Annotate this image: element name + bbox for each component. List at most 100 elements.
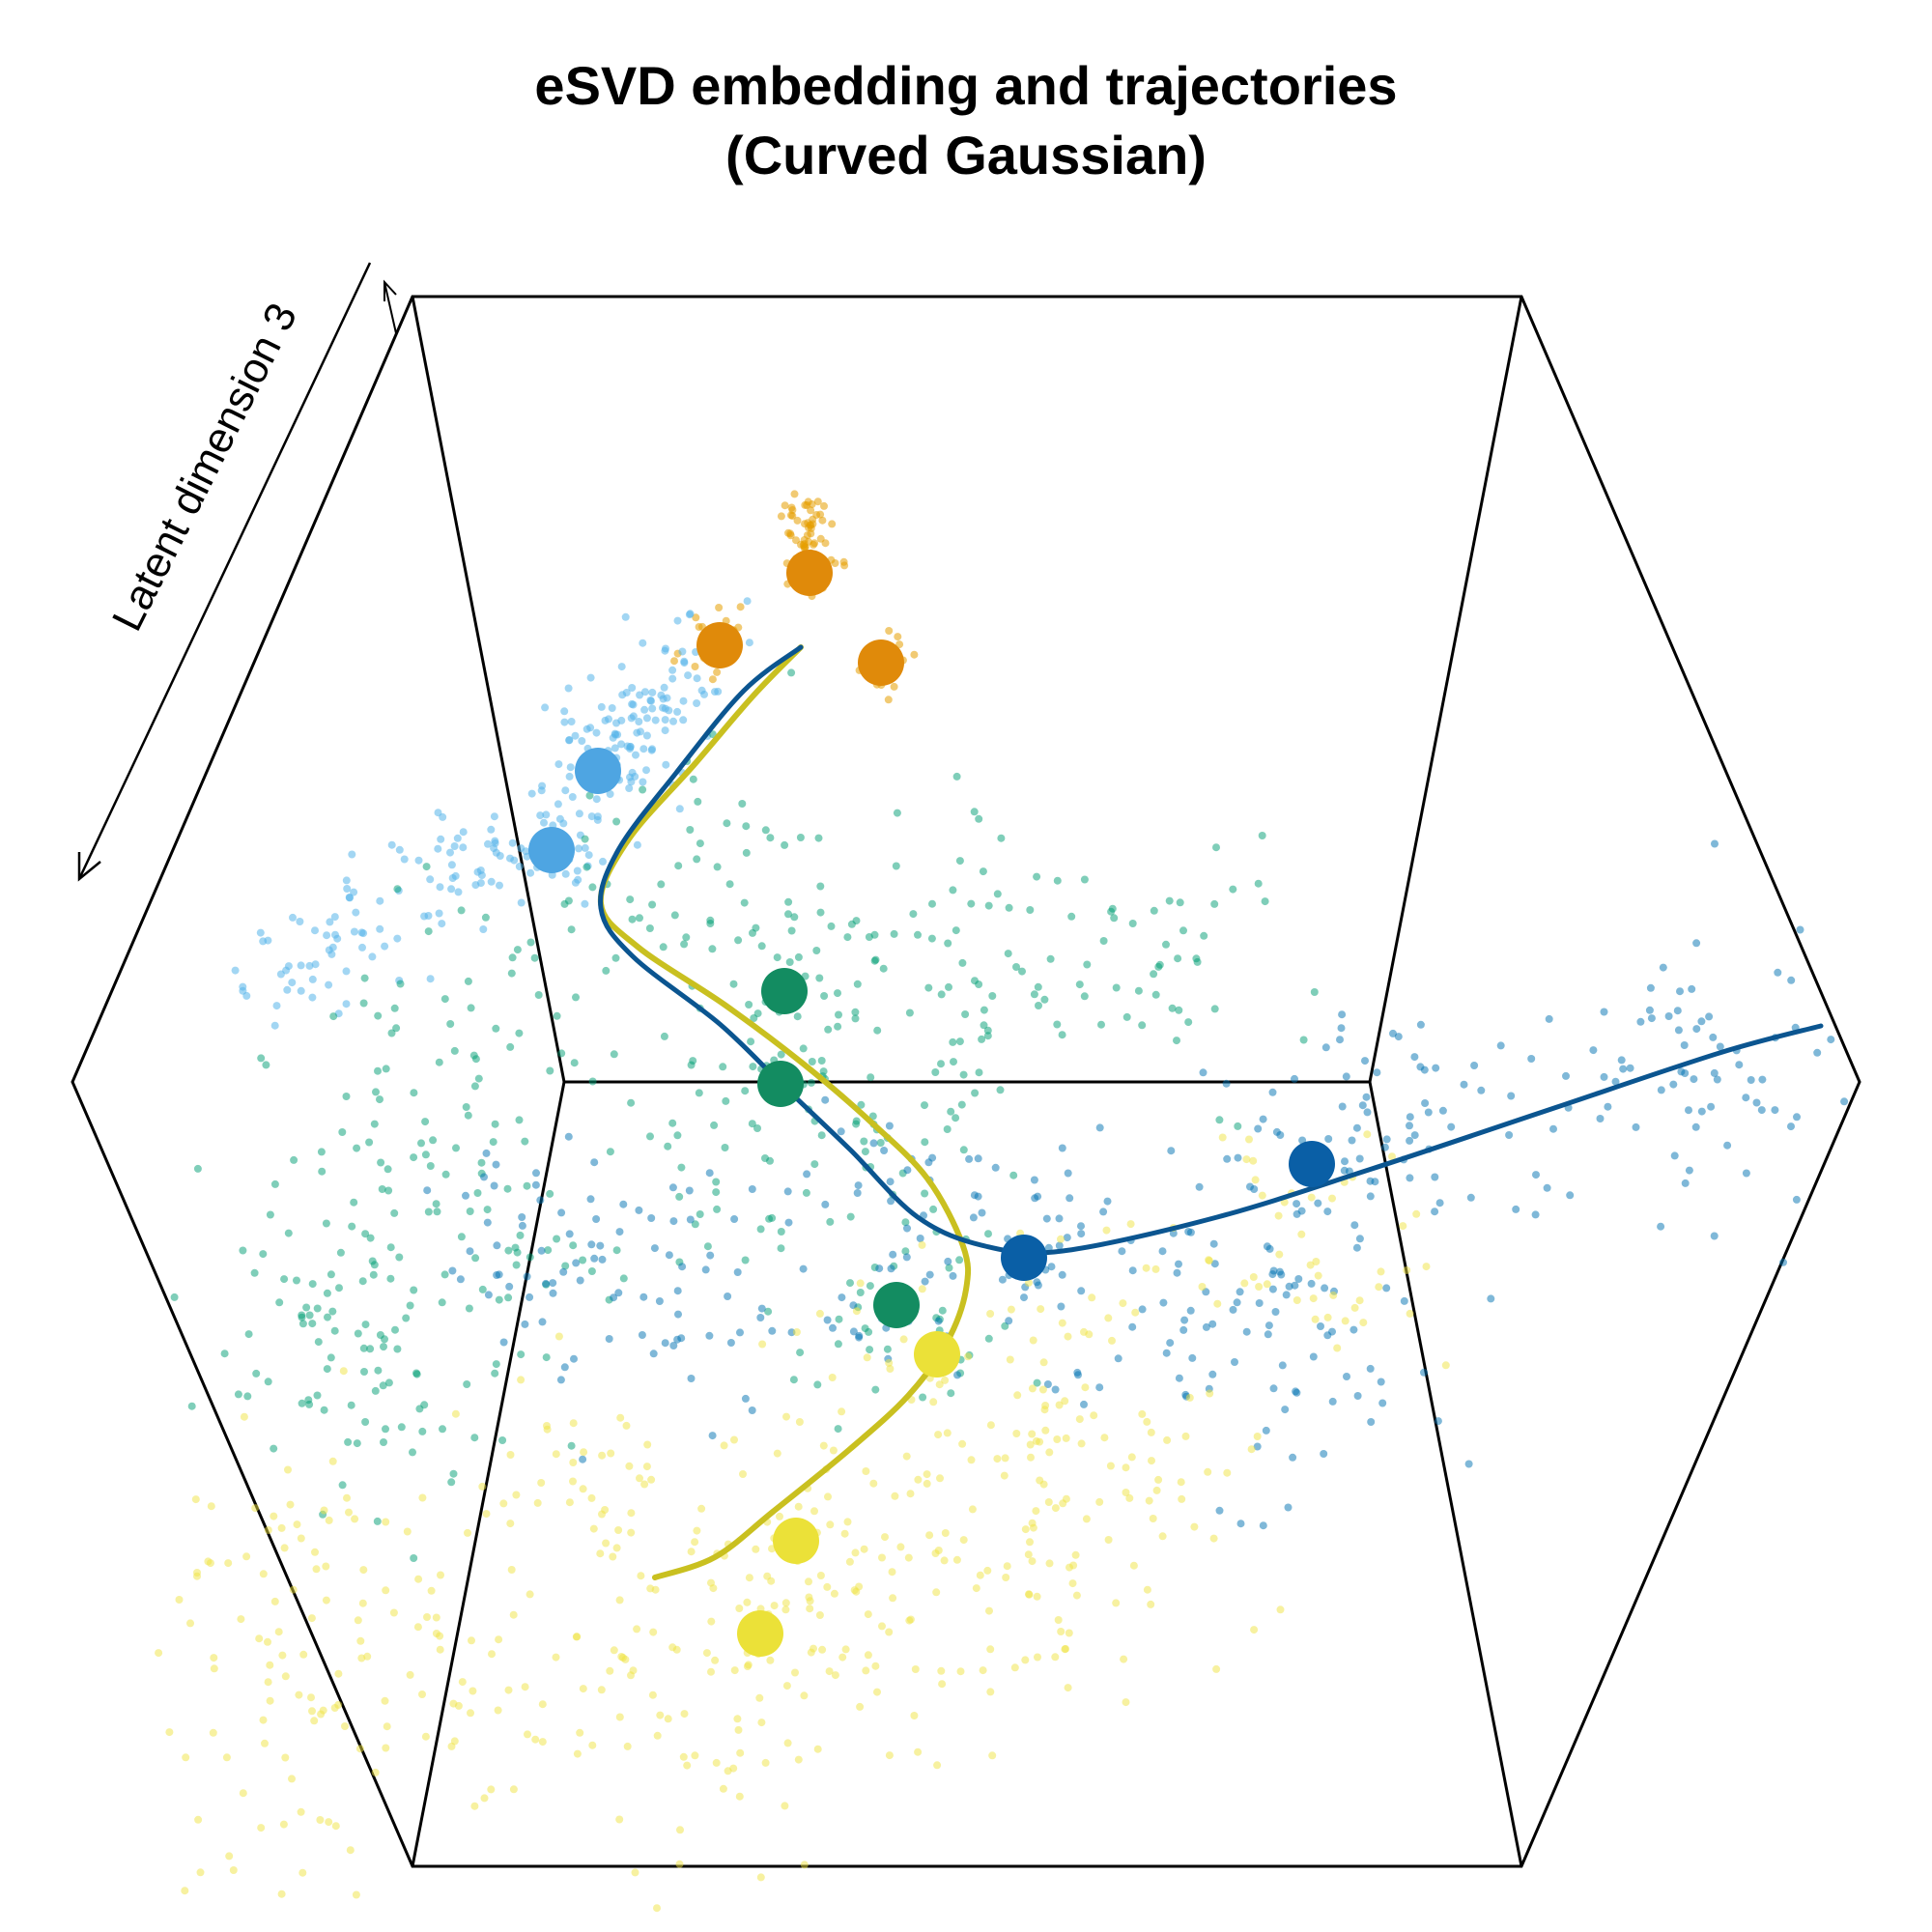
cell-point: [846, 1279, 854, 1288]
cell-point: [1670, 1151, 1679, 1160]
cell-point: [691, 1751, 699, 1760]
cell-point: [1162, 1349, 1171, 1357]
cell-point: [712, 1758, 721, 1767]
cell-point: [687, 1375, 696, 1382]
cell-point: [820, 501, 828, 510]
cell-point: [707, 1617, 716, 1626]
cell-point: [612, 1246, 621, 1255]
cell-point: [561, 786, 570, 795]
cell-point: [855, 1333, 864, 1342]
cell-point: [659, 943, 668, 952]
cell-point: [828, 520, 837, 528]
cell-point: [1545, 1014, 1553, 1023]
cell-point: [1075, 1415, 1084, 1424]
cell-point: [1100, 1434, 1109, 1442]
cell-point: [1020, 1293, 1028, 1302]
cell-point: [344, 1437, 353, 1446]
cell-point: [619, 1274, 628, 1283]
cell-point: [889, 1250, 897, 1259]
cell-point: [1012, 963, 1020, 971]
cell-point: [693, 1526, 701, 1535]
cell-point: [1102, 1226, 1111, 1235]
cell-point: [508, 953, 517, 962]
cell-point: [506, 1520, 515, 1528]
cell-point: [689, 775, 697, 783]
cell-point: [643, 1440, 652, 1449]
cell-point: [540, 818, 548, 827]
cell-point: [885, 627, 894, 635]
cell-point: [1193, 957, 1202, 966]
cell-point: [566, 763, 575, 772]
cell-point: [209, 1728, 217, 1737]
cell-point: [1128, 920, 1137, 927]
cell-point: [852, 1587, 861, 1596]
cell-point: [1293, 1296, 1301, 1304]
cell-point: [573, 1633, 582, 1641]
cell-point: [576, 1728, 584, 1737]
cell-point: [1275, 1267, 1284, 1276]
cell-point: [1134, 986, 1143, 995]
cell-point: [1353, 1392, 1362, 1400]
cell-point: [840, 1529, 849, 1538]
cell-point: [360, 974, 369, 982]
cell-point: [729, 980, 738, 988]
cell-point: [799, 1264, 808, 1273]
cell-point: [569, 1459, 578, 1466]
cell-point: [342, 876, 351, 885]
cell-point: [479, 925, 488, 933]
cell-point: [605, 715, 612, 724]
cell-point: [598, 1255, 607, 1264]
cell-point: [950, 1058, 957, 1066]
cell-point: [748, 1406, 756, 1414]
cell-point: [256, 928, 265, 937]
cell-point: [938, 1680, 947, 1689]
cell-point: [1075, 980, 1084, 989]
cell-point: [581, 843, 589, 852]
cell-point: [549, 1279, 557, 1288]
cell-point: [1291, 1074, 1298, 1083]
cell-point: [651, 716, 660, 724]
cell-point: [1600, 1072, 1608, 1081]
cell-point: [885, 1358, 894, 1367]
cell-point: [1366, 1364, 1375, 1373]
cell-point: [1306, 1261, 1315, 1269]
cell-point: [1021, 1656, 1030, 1664]
cell-point: [371, 1768, 380, 1776]
cell-point: [494, 1706, 502, 1715]
cell-point: [741, 1394, 750, 1403]
cell-point: [410, 1554, 418, 1562]
cell-point: [312, 1565, 321, 1574]
cell-point: [925, 1270, 934, 1279]
cell-point: [560, 899, 569, 908]
cell-point: [923, 1479, 931, 1488]
cell-point: [670, 911, 679, 920]
cell-point: [447, 1478, 456, 1487]
cell-point: [1742, 1094, 1750, 1102]
cell-point: [756, 1314, 765, 1321]
cell-point: [1363, 1108, 1372, 1117]
cell-point: [459, 843, 468, 852]
cell-point: [799, 541, 808, 550]
cell-point: [669, 1217, 678, 1226]
cell-point: [674, 1310, 682, 1319]
cell-point: [890, 929, 898, 938]
cell-point: [949, 886, 957, 895]
cell-point: [293, 1276, 300, 1285]
cell-point: [244, 1330, 253, 1339]
cell-point: [403, 1527, 412, 1536]
cell-point: [579, 1685, 587, 1693]
cell-point: [804, 519, 812, 527]
cell-point: [668, 1183, 677, 1192]
cell-point: [1080, 992, 1089, 1001]
cell-point: [1314, 1271, 1322, 1280]
cell-point: [438, 920, 446, 928]
cell-point: [796, 1349, 805, 1357]
cell-point: [979, 867, 987, 876]
cell-point: [1350, 1325, 1358, 1334]
cell-point: [1527, 1055, 1536, 1063]
cell-point: [617, 740, 626, 749]
cell-point: [668, 1643, 677, 1652]
cell-point: [439, 1425, 446, 1434]
cell-point: [916, 1235, 924, 1242]
cell-point: [856, 1702, 865, 1711]
